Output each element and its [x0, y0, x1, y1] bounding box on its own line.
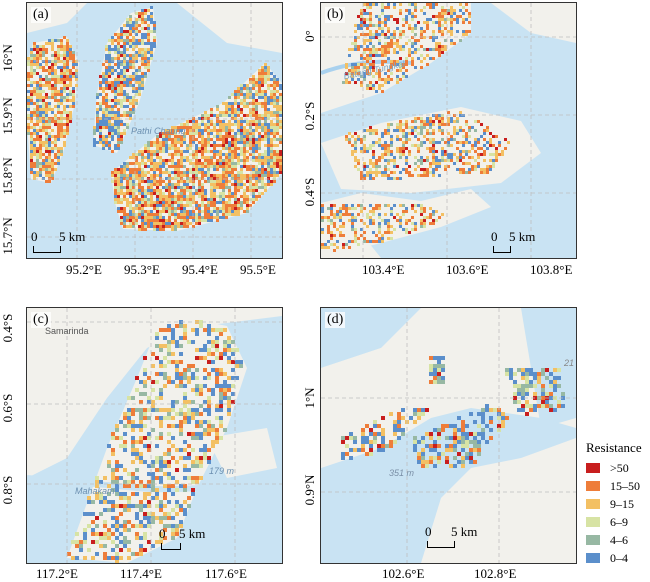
resistance-cells	[27, 36, 78, 183]
x-tick-c-1: 117.4°E	[120, 566, 162, 581]
panel-label-a: (a)	[31, 7, 51, 23]
legend-swatch	[586, 517, 600, 527]
scale-zero-a: 0	[31, 229, 38, 244]
x-tick-b-1: 103.6°E	[446, 262, 489, 277]
scale-bar-a: 0 5 km	[31, 229, 97, 253]
land-area	[27, 308, 282, 478]
city-label: Samarinda	[45, 326, 89, 336]
legend-swatch	[586, 535, 600, 545]
resistance-cells	[111, 63, 282, 231]
map-canvas-b	[321, 3, 576, 258]
scale-bar-b: 0 5 km	[491, 229, 557, 253]
y-tick-b-2: 0.4°S	[302, 177, 317, 207]
scale-bar-c: 0 5 km	[159, 526, 225, 550]
y-tick-c-1: 0.6°S	[0, 393, 15, 423]
elevation-label-d2: 21	[564, 358, 575, 368]
scale-zero-c: 0	[159, 526, 166, 541]
legend-title: Resistance	[586, 440, 642, 455]
x-tick-d-0: 102.6°E	[382, 566, 425, 581]
legend-label: 4–6	[610, 532, 628, 547]
graticule	[321, 308, 576, 563]
scale-label-b: 5 km	[509, 229, 536, 244]
panel-label-d: (d)	[325, 312, 346, 328]
x-tick-d-1: 102.8°E	[474, 566, 517, 581]
map-panel-b: (b) Batang Tungkal 0 5 km	[320, 2, 577, 259]
legend-item: 0–4	[586, 549, 650, 567]
legend-swatch	[586, 553, 600, 563]
y-tick-b-0: 0°	[302, 30, 317, 42]
water-label: Pathi Chaung	[131, 126, 186, 136]
map-panel-d: (d) 351 m 21 0 5 km	[320, 307, 577, 564]
map-canvas-d	[321, 308, 576, 563]
resistance-cells	[321, 204, 444, 252]
scale-zero-b: 0	[491, 229, 498, 244]
y-tick-a-1: 15.9°N	[0, 97, 15, 135]
x-tick-c-0: 117.2°E	[36, 566, 78, 581]
x-tick-b-0: 103.4°E	[362, 262, 405, 277]
y-tick-a-0: 16°N	[0, 44, 15, 72]
scale-label-d: 5 km	[451, 524, 478, 539]
resistance-cells	[345, 111, 510, 180]
legend-item: 6–9	[586, 513, 650, 531]
map-canvas-c	[27, 308, 282, 563]
land-area	[177, 3, 282, 53]
land-area	[491, 3, 576, 43]
legend-item: 9–15	[586, 495, 650, 513]
legend-label: 9–15	[610, 496, 634, 511]
panel-label-b: (b)	[325, 7, 346, 23]
water-body	[321, 308, 421, 368]
legend-swatch	[586, 463, 600, 473]
y-tick-a-2: 15.8°N	[0, 157, 15, 195]
x-tick-b-2: 103.8°E	[530, 262, 573, 277]
legend-label: 15–50	[610, 478, 640, 493]
y-tick-d-0: 1°N	[302, 387, 317, 409]
x-tick-a-0: 95.2°E	[66, 262, 102, 277]
land-area	[207, 428, 277, 478]
y-tick-d-1: 0.9°N	[302, 474, 317, 506]
scale-zero-d: 0	[425, 524, 432, 539]
y-tick-a-3: 15.7°N	[0, 217, 15, 255]
graticule	[27, 308, 282, 563]
land-area	[321, 348, 431, 458]
map-canvas-a	[27, 3, 282, 258]
legend-swatch	[586, 481, 600, 491]
resistance-cells	[93, 6, 156, 153]
legend-label: >50	[610, 460, 629, 475]
elevation-label-c: 179 m	[209, 466, 235, 476]
y-tick-c-2: 0.8°S	[0, 475, 15, 505]
legend-item: 4–6	[586, 531, 650, 549]
panel-label-c: (c)	[31, 312, 51, 328]
y-tick-c-0: 0.4°S	[0, 313, 15, 343]
map-panel-a: (a) Pathi Chaung 0 5 km	[26, 2, 283, 259]
map-panel-c: (c) Samarinda 179 m Mahakam 0 5 km	[26, 307, 283, 564]
elevation-label-d: 351 m	[389, 468, 415, 478]
resistance-cells	[67, 320, 243, 563]
scale-label-a: 5 km	[59, 229, 86, 244]
graticule	[27, 3, 282, 258]
x-tick-a-1: 95.3°E	[124, 262, 160, 277]
resistance-cells	[342, 3, 471, 93]
legend-item: 15–50	[586, 477, 650, 495]
river	[27, 475, 282, 493]
legend-item: >50	[586, 459, 650, 477]
legend-swatch	[586, 499, 600, 509]
legend: Resistance >50 15–50 9–15 6–9 4–6 0–4	[586, 440, 650, 567]
legend-label: 6–9	[610, 514, 628, 529]
river-label-c: Mahakam	[75, 486, 115, 496]
legend-label: 0–4	[610, 550, 628, 565]
scale-label-c: 5 km	[179, 526, 206, 541]
y-tick-b-1: 0.2°S	[302, 101, 317, 131]
graticule	[321, 3, 576, 258]
resistance-cells	[429, 356, 445, 384]
scale-bar-d: 0 5 km	[425, 524, 491, 548]
x-tick-a-3: 95.5°E	[240, 262, 276, 277]
x-tick-c-2: 117.6°E	[205, 566, 247, 581]
x-tick-a-2: 95.4°E	[182, 262, 218, 277]
